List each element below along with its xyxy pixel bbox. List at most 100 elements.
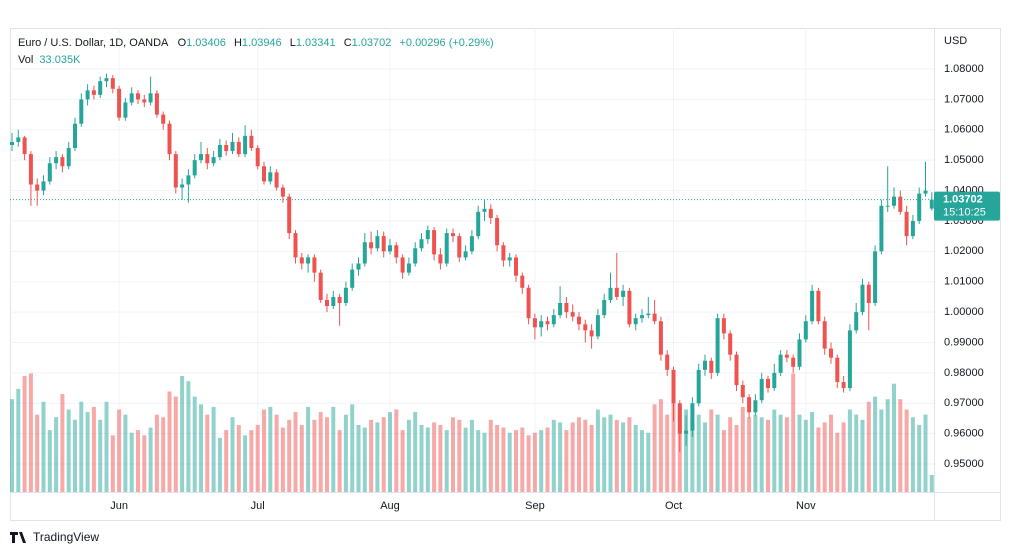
volume-bar bbox=[854, 414, 859, 492]
volume-bar bbox=[747, 417, 752, 492]
candle-body bbox=[255, 148, 260, 167]
volume-bar bbox=[280, 427, 285, 492]
candle-body bbox=[847, 330, 852, 389]
candle-body bbox=[85, 90, 90, 100]
candle-body bbox=[520, 275, 525, 288]
candle-body bbox=[10, 141, 14, 145]
candle-body bbox=[104, 78, 109, 82]
candle-body bbox=[432, 230, 437, 255]
candle-body bbox=[621, 290, 626, 297]
volume-bar bbox=[243, 435, 248, 492]
candle-body bbox=[173, 154, 178, 188]
volume-bar bbox=[866, 401, 871, 492]
volume-bar bbox=[910, 417, 915, 492]
volume-bar bbox=[728, 417, 733, 492]
volume-bar bbox=[917, 424, 922, 492]
volume-bar bbox=[709, 409, 714, 492]
candle-body bbox=[652, 313, 657, 322]
candle-body bbox=[564, 302, 569, 313]
candle-body bbox=[696, 369, 701, 404]
ohlc-label: O bbox=[177, 37, 187, 49]
candle-body bbox=[873, 251, 878, 303]
volume-bar bbox=[60, 394, 65, 492]
candle-body bbox=[810, 290, 815, 322]
volume-bar bbox=[425, 427, 430, 492]
volume-bar bbox=[696, 414, 701, 492]
x-tick-label: Aug bbox=[380, 500, 400, 512]
volume-bar bbox=[545, 427, 550, 492]
volume-bar bbox=[362, 427, 367, 492]
volume-bar bbox=[551, 419, 556, 492]
volume-bar bbox=[810, 412, 815, 492]
price-tag bbox=[934, 191, 1000, 221]
brand: TradingView bbox=[33, 530, 99, 544]
volume-bar bbox=[444, 430, 449, 492]
volume-bar bbox=[350, 404, 355, 492]
volume-bar bbox=[230, 417, 235, 492]
candle-body bbox=[684, 430, 689, 434]
legend: Euro / U.S. Dollar, 1D, OANDA O1.03406 H… bbox=[18, 35, 499, 69]
volume-value: 33.035K bbox=[39, 54, 81, 66]
candle-body bbox=[476, 211, 481, 237]
volume-bar bbox=[835, 432, 840, 492]
candle-body bbox=[161, 114, 166, 124]
y-tick-label: 1.02000 bbox=[944, 245, 984, 257]
volume-bar bbox=[249, 430, 254, 492]
volume-bar bbox=[199, 404, 203, 492]
candle-body bbox=[369, 242, 374, 249]
volume-bar bbox=[589, 424, 594, 492]
volume-bar bbox=[759, 417, 764, 492]
candle-body bbox=[293, 233, 298, 258]
volume-bar bbox=[570, 422, 575, 492]
volume-bar bbox=[432, 422, 437, 492]
volume-bar bbox=[772, 409, 777, 492]
candle-body bbox=[375, 236, 380, 249]
candle-body bbox=[47, 163, 52, 182]
candle-body bbox=[835, 357, 840, 383]
volume-bar bbox=[469, 419, 474, 492]
y-tick-label: 1.08000 bbox=[944, 63, 984, 75]
volume-bar bbox=[822, 422, 827, 492]
volume-bar bbox=[148, 427, 153, 492]
candle-body bbox=[734, 354, 739, 386]
candle-body bbox=[526, 287, 531, 319]
volume-bar bbox=[287, 419, 292, 492]
y-tick-label: 1.01000 bbox=[944, 276, 984, 288]
volume-bar bbox=[778, 414, 783, 492]
candle-body bbox=[539, 321, 544, 328]
volume-bar bbox=[28, 373, 33, 492]
volume-bar bbox=[602, 417, 607, 492]
candle-body bbox=[123, 102, 128, 118]
candle-body bbox=[262, 166, 266, 182]
volume-bar bbox=[142, 435, 147, 492]
candle-body bbox=[438, 254, 443, 264]
candle-body bbox=[406, 263, 411, 273]
volume-bar bbox=[104, 401, 109, 492]
candle-body bbox=[690, 403, 695, 431]
candle-body bbox=[388, 245, 392, 252]
volume-bar bbox=[400, 430, 405, 492]
volume-bar bbox=[262, 409, 266, 492]
candle-body bbox=[299, 257, 304, 264]
volume-bar bbox=[306, 406, 311, 492]
volume-bar bbox=[847, 409, 852, 492]
volume-bar bbox=[167, 391, 172, 492]
candle-body bbox=[463, 251, 468, 258]
volume-bar bbox=[129, 432, 134, 492]
volume-bar bbox=[816, 427, 821, 492]
volume-bar bbox=[829, 414, 833, 492]
y-tick-label: 0.97000 bbox=[944, 397, 984, 409]
candle-body bbox=[249, 135, 254, 149]
candle-body bbox=[892, 196, 896, 206]
volume-bar bbox=[558, 422, 563, 492]
candle-body bbox=[514, 257, 518, 276]
candle-body bbox=[469, 236, 474, 252]
volume-bar bbox=[54, 417, 59, 492]
candle-body bbox=[41, 181, 46, 191]
volume-bar bbox=[255, 424, 260, 492]
volume-bar bbox=[406, 419, 411, 492]
change: +0.00296 (+0.29%) bbox=[399, 37, 494, 49]
volume-bar bbox=[539, 430, 544, 492]
candle-body bbox=[318, 272, 323, 300]
